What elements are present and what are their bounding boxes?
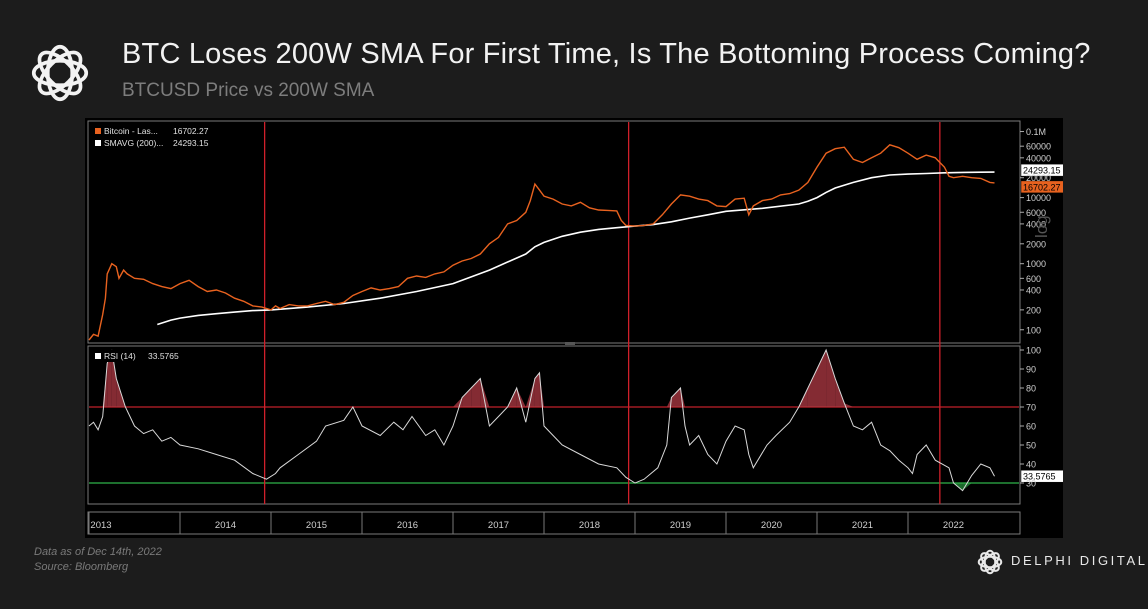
sma-200w-line [157, 171, 995, 326]
interlocked-rings-icon [31, 44, 89, 102]
price-tick-label: 1000 [1026, 259, 1046, 269]
rsi-overbought-fill [807, 369, 817, 407]
year-label-2020: 2020 [761, 520, 782, 531]
rsi-overbought-fill [107, 350, 112, 407]
brand-mark: DELPHI DIGITAL [975, 545, 1145, 577]
panel-splitter[interactable] [565, 342, 575, 345]
year-label-2021: 2021 [852, 520, 873, 531]
price-tick-label: 40000 [1026, 153, 1051, 163]
year-label-2018: 2018 [579, 520, 600, 531]
rsi-last-value-tag: 33.5765 [1023, 472, 1056, 482]
log-scale-label: log [1032, 215, 1051, 238]
year-label-2013: 2013 [90, 520, 111, 531]
year-label-2015: 2015 [306, 520, 327, 531]
price-tick-label: 400 [1026, 285, 1041, 295]
rsi-tick-label: 70 [1026, 403, 1036, 413]
year-label-2014: 2014 [215, 520, 236, 531]
price-tick-label: 0.1M [1026, 127, 1046, 137]
page-subtitle: BTCUSD Price vs 200W SMA [122, 80, 375, 101]
rsi-tick-label: 30 [1026, 479, 1036, 489]
page-title: BTC Loses 200W SMA For First Time, Is Th… [122, 38, 1091, 70]
rsi-line [88, 348, 995, 492]
rsi-overbought-fill [534, 372, 540, 407]
legend-bitcoin-name: Bitcoin - Las... [104, 126, 158, 136]
rsi-tick-label: 40 [1026, 460, 1036, 470]
rsi-last-value-tag-box [1020, 469, 1063, 483]
rsi-overbought-fill [480, 378, 490, 407]
btc-price-line [88, 144, 995, 341]
price-tick-label: 20000 [1026, 173, 1051, 183]
legend-sma-swatch [95, 140, 101, 146]
brand-logo-icon [977, 549, 1003, 575]
legend-rsi-name: RSI (14) [104, 351, 136, 361]
price-tick-label: 100 [1026, 325, 1041, 335]
btc-last-value-tag-box [1020, 180, 1063, 194]
rsi-overbought-fill [111, 350, 117, 407]
source-note: Source: Bloomberg [34, 561, 129, 573]
legend-bitcoin-value: 16702.27 [173, 126, 209, 136]
data-as-of-note: Data as of Dec 14th, 2022 [34, 546, 162, 558]
price-tick-label: 200 [1026, 305, 1041, 315]
price-tick-label: 10000 [1026, 193, 1051, 203]
legend-rsi-swatch [95, 353, 101, 359]
rsi-tick-label: 90 [1026, 365, 1036, 375]
year-label-2016: 2016 [397, 520, 418, 531]
rsi-oversold-fill [962, 483, 972, 491]
date-axis-frame [87, 511, 1021, 535]
legend-bitcoin-swatch [95, 128, 101, 134]
legend-rsi-value: 33.5765 [148, 351, 179, 361]
sma-last-value-tag: 24293.15 [1023, 166, 1061, 176]
legend-sma-value: 24293.15 [173, 138, 209, 148]
year-label-2017: 2017 [488, 520, 509, 531]
rsi-tick-label: 100 [1026, 346, 1041, 356]
rsi-tick-label: 60 [1026, 422, 1036, 432]
rsi-tick-label: 80 [1026, 384, 1036, 394]
price-tick-label: 4000 [1026, 219, 1046, 229]
legend-sma-name: SMAVG (200)... [104, 138, 163, 148]
price-tick-label: 2000 [1026, 239, 1046, 249]
rsi-overbought-fill [671, 388, 681, 407]
rsi-tick-label: 50 [1026, 441, 1036, 451]
rsi-overbought-fill [826, 350, 836, 407]
price-tick-label: 60000 [1026, 142, 1051, 152]
chart-area: 24293.15 16702.27 33.5765 100 200 400 600 1000… [85, 118, 1063, 538]
sma-last-value-tag-box [1020, 163, 1063, 177]
rsi-overbought-fill [462, 388, 472, 407]
price-tick-label: 6000 [1026, 208, 1046, 218]
btc-last-value-tag: 16702.27 [1023, 182, 1061, 192]
price-panel-frame [87, 120, 1021, 344]
legend-rsi-bg [93, 350, 181, 362]
rsi-overbought-fill [844, 403, 854, 407]
price-tick-label: 600 [1026, 274, 1041, 284]
footer-notes: Data as of Dec 14th, 2022 Source: Bloomb… [34, 545, 162, 575]
rsi-panel-frame [87, 345, 1021, 505]
year-label-2019: 2019 [670, 520, 691, 531]
brand-name: DELPHI DIGITAL [1011, 553, 1148, 568]
year-label-2022: 2022 [943, 520, 964, 531]
rsi-overbought-fill [539, 372, 544, 407]
rsi-overbought-fill [680, 388, 686, 407]
